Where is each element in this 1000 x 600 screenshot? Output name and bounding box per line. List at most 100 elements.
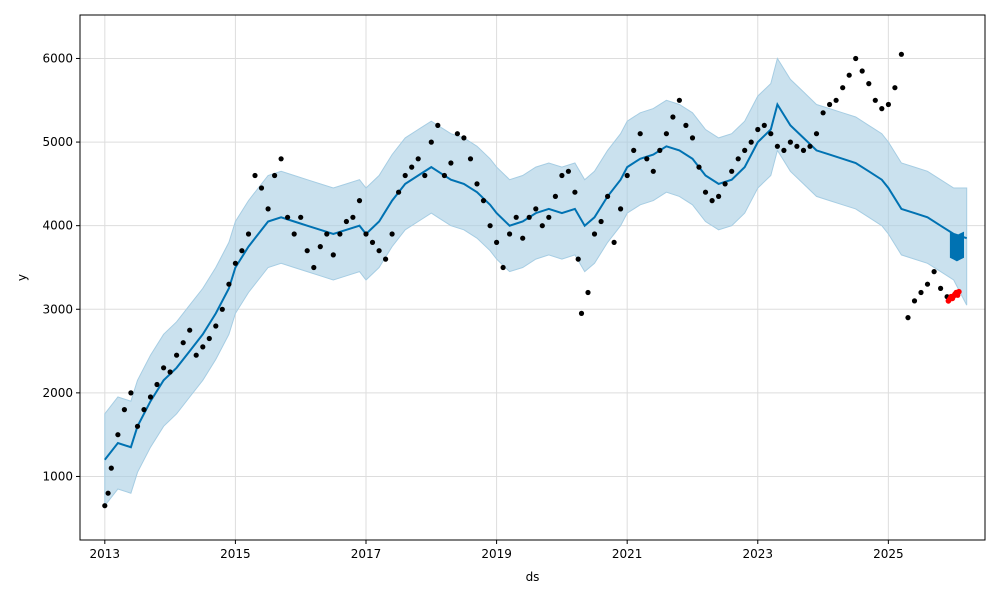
actual-point: [507, 231, 513, 237]
y-tick-label: 2000: [42, 386, 73, 400]
x-axis-title: ds: [526, 570, 540, 584]
actual-point: [879, 106, 885, 112]
actual-point: [637, 131, 643, 137]
actual-point: [298, 214, 304, 220]
actual-point: [905, 315, 911, 321]
plot-frame: [79, 14, 986, 541]
actual-point: [291, 231, 297, 237]
actual-point: [827, 101, 833, 108]
actual-point: [872, 97, 878, 103]
actual-point: [755, 126, 761, 133]
x-tick-label: 2019: [481, 547, 512, 561]
actual-point: [448, 160, 454, 166]
actual-point: [702, 189, 709, 195]
actual-point: [258, 185, 265, 191]
actual-point: [853, 55, 859, 62]
actual-point: [174, 352, 180, 358]
actual-point: [324, 231, 330, 237]
actual-point: [840, 85, 846, 91]
actual-point: [716, 193, 722, 199]
actual-point: [539, 223, 545, 229]
actual-point: [337, 231, 343, 237]
actual-point: [794, 143, 800, 149]
actual-point: [500, 264, 506, 271]
actual-point: [474, 181, 480, 187]
actual-point: [356, 198, 363, 204]
actual-point: [350, 214, 356, 220]
y-axis-title: y: [15, 274, 29, 281]
actual-point: [578, 310, 585, 316]
actual-point: [389, 231, 395, 237]
actual-point: [265, 206, 271, 212]
actual-point: [219, 306, 225, 312]
actual-point: [147, 394, 154, 400]
actual-point: [722, 181, 728, 187]
actual-point: [735, 156, 741, 162]
actual-point: [409, 164, 415, 170]
actual-point: [663, 131, 670, 137]
actual-point: [180, 340, 186, 346]
actual-point: [605, 193, 611, 199]
actual-point: [154, 381, 160, 388]
actual-point: [311, 264, 317, 271]
actual-point: [787, 139, 794, 145]
actual-point: [572, 189, 578, 195]
actual-point: [631, 147, 637, 153]
y-axis: 1000 2000 3000 4000 5000 6000: [42, 51, 80, 483]
actual-point: [657, 147, 663, 153]
actual-point: [428, 139, 434, 145]
actual-point: [513, 214, 519, 220]
actual-point: [494, 239, 500, 245]
x-tick-label: 2015: [220, 547, 251, 561]
actual-point: [833, 97, 839, 103]
actual-point: [591, 231, 598, 237]
actual-point: [565, 168, 572, 174]
actual-point: [575, 256, 581, 262]
highlight-point: [956, 288, 962, 295]
actual-point: [892, 85, 898, 91]
actual-point: [689, 135, 696, 141]
y-tick-label: 1000: [42, 469, 73, 483]
x-tick-label: 2013: [90, 547, 121, 561]
actual-point: [206, 335, 212, 342]
actual-point: [729, 168, 735, 174]
x-tick-label: 2017: [351, 547, 382, 561]
actual-point: [422, 172, 428, 179]
actual-point: [911, 298, 918, 304]
actual-point: [644, 156, 650, 162]
actual-point: [650, 168, 656, 174]
forecast-end-block: [949, 231, 964, 262]
actual-point: [363, 231, 369, 237]
actual-point: [317, 244, 323, 250]
x-axis: 2013 2015 2017 2019 2021 2023 2025: [90, 540, 904, 561]
actual-point: [866, 81, 872, 87]
actual-point: [441, 172, 447, 179]
actual-point: [585, 289, 591, 296]
uncertainty-interval: [104, 57, 968, 508]
actual-point: [239, 248, 245, 254]
actual-point: [546, 214, 552, 220]
actual-point: [859, 68, 865, 74]
actual-point: [761, 122, 767, 128]
actual-point: [161, 365, 167, 371]
actual-point: [343, 218, 349, 225]
y-tick-label: 6000: [42, 51, 73, 65]
actual-point: [467, 156, 474, 162]
actual-point: [232, 260, 238, 266]
actual-point: [278, 156, 284, 162]
actual-point: [121, 407, 127, 413]
actual-point: [435, 122, 441, 128]
actual-point: [454, 131, 460, 137]
actual-point: [552, 193, 559, 199]
actual-point: [676, 97, 683, 103]
actual-point: [108, 465, 114, 471]
actual-point: [330, 252, 336, 258]
actual-point: [167, 369, 173, 375]
actual-point: [102, 503, 108, 509]
actual-point: [898, 51, 905, 57]
actual-point: [369, 239, 376, 245]
actual-point: [226, 281, 232, 287]
actual-point: [128, 390, 134, 396]
actual-point: [526, 214, 532, 220]
